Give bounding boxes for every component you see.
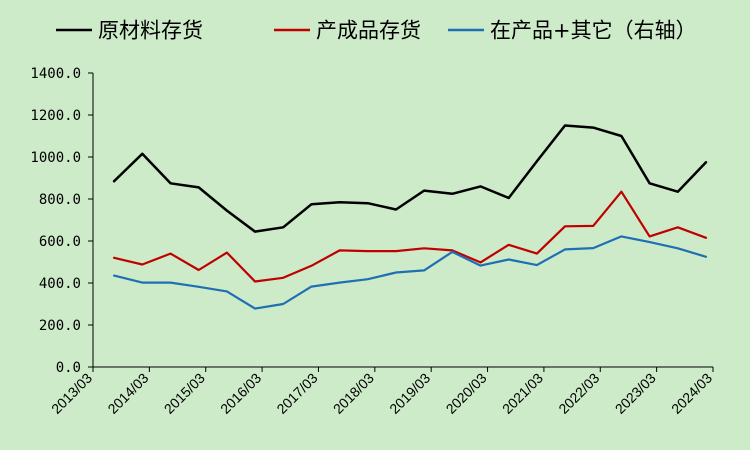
y-tick-label: 800.0 bbox=[39, 192, 81, 208]
legend-item-3: 在产品+其它（右轴） bbox=[448, 19, 697, 43]
y-tick-label: 400.0 bbox=[39, 276, 81, 292]
legend-item-1: 原材料存货 bbox=[56, 19, 203, 43]
y-tick-label: 600.0 bbox=[39, 234, 81, 250]
y-tick-label: 1400.0 bbox=[30, 66, 81, 82]
y-tick-label: 0.0 bbox=[56, 360, 81, 376]
x-tick-label: 2023/03 bbox=[612, 370, 659, 417]
y-tick-label: 1000.0 bbox=[30, 150, 81, 166]
series-line-1 bbox=[112, 124, 708, 233]
x-tick-label: 2019/03 bbox=[386, 370, 433, 417]
x-tick-label: 2020/03 bbox=[443, 370, 490, 417]
legend-label: 产成品存货 bbox=[316, 19, 421, 43]
x-tick-label: 2014/03 bbox=[104, 370, 151, 417]
y-tick-label: 1200.0 bbox=[30, 108, 81, 124]
series-line-3 bbox=[112, 235, 708, 310]
legend-item-2: 产成品存货 bbox=[274, 19, 421, 43]
legend-label: 原材料存货 bbox=[98, 19, 203, 43]
x-tick-label: 2016/03 bbox=[217, 370, 264, 417]
x-tick-label: 2013/03 bbox=[48, 370, 95, 417]
x-tick-label: 2018/03 bbox=[330, 370, 377, 417]
x-tick-label: 2021/03 bbox=[499, 370, 546, 417]
series-line-2 bbox=[112, 190, 708, 283]
axes: 0.0 200.0 400.0 600.0 800.0 1000.0 1200.0 1400.… bbox=[30, 66, 715, 417]
plot-area bbox=[112, 124, 708, 310]
legend: 原材料存货 产成品存货 在产品+其它（右轴） bbox=[56, 19, 697, 43]
legend-label: 在产品+其它（右轴） bbox=[490, 19, 697, 43]
y-tick-label: 200.0 bbox=[39, 318, 81, 334]
x-tick-label: 2015/03 bbox=[161, 370, 208, 417]
x-tick-label: 2022/03 bbox=[555, 370, 602, 417]
x-tick-label: 2024/03 bbox=[668, 370, 715, 417]
x-tick-label: 2017/03 bbox=[273, 370, 320, 417]
